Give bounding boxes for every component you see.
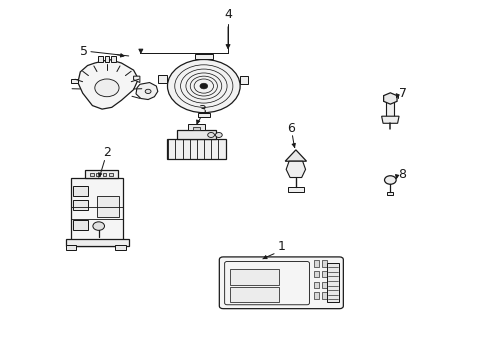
Polygon shape <box>286 161 306 177</box>
Bar <box>90 173 94 176</box>
Bar <box>97 196 119 217</box>
Bar <box>188 124 205 130</box>
Bar <box>104 56 109 62</box>
Bar <box>314 292 319 299</box>
Circle shape <box>93 222 104 230</box>
Text: 7: 7 <box>399 87 407 100</box>
Bar <box>111 56 116 62</box>
Polygon shape <box>134 76 140 82</box>
Text: 3: 3 <box>198 104 206 117</box>
Bar <box>73 200 88 210</box>
Circle shape <box>95 79 119 97</box>
Bar <box>85 170 118 178</box>
Text: 5: 5 <box>79 45 88 58</box>
Bar <box>168 139 225 159</box>
Bar <box>66 239 129 246</box>
Bar <box>73 186 88 196</box>
Polygon shape <box>71 79 78 83</box>
Bar <box>73 220 88 230</box>
Bar <box>66 245 76 250</box>
Polygon shape <box>136 82 158 100</box>
Circle shape <box>145 89 151 94</box>
Bar <box>314 260 319 267</box>
Circle shape <box>216 132 222 138</box>
Text: 1: 1 <box>277 240 285 253</box>
Bar <box>314 282 319 288</box>
Bar <box>230 287 279 302</box>
Circle shape <box>168 59 240 113</box>
Bar <box>177 130 216 139</box>
Bar <box>322 271 327 278</box>
Polygon shape <box>382 116 399 123</box>
Text: 6: 6 <box>288 122 295 135</box>
Polygon shape <box>240 76 248 84</box>
Circle shape <box>200 83 208 89</box>
Bar <box>98 56 103 62</box>
Circle shape <box>385 176 396 184</box>
Polygon shape <box>288 187 304 192</box>
Circle shape <box>208 132 215 138</box>
Text: 8: 8 <box>398 168 406 181</box>
Bar <box>96 173 99 176</box>
Polygon shape <box>158 76 168 83</box>
Polygon shape <box>384 93 397 104</box>
Bar <box>322 292 327 299</box>
Text: 4: 4 <box>224 8 232 21</box>
Bar <box>314 271 319 278</box>
Bar <box>322 282 327 288</box>
Polygon shape <box>195 54 213 59</box>
Polygon shape <box>71 178 123 246</box>
Bar <box>109 173 113 176</box>
Polygon shape <box>387 99 394 121</box>
Bar <box>193 127 200 130</box>
Polygon shape <box>198 113 210 117</box>
Polygon shape <box>285 150 307 161</box>
Bar <box>102 173 106 176</box>
Polygon shape <box>78 59 138 109</box>
Bar <box>230 269 279 284</box>
FancyBboxPatch shape <box>220 257 343 309</box>
Text: 2: 2 <box>103 147 111 159</box>
Polygon shape <box>388 192 393 195</box>
Bar <box>115 245 126 250</box>
Bar <box>327 263 340 302</box>
Bar <box>322 260 327 267</box>
